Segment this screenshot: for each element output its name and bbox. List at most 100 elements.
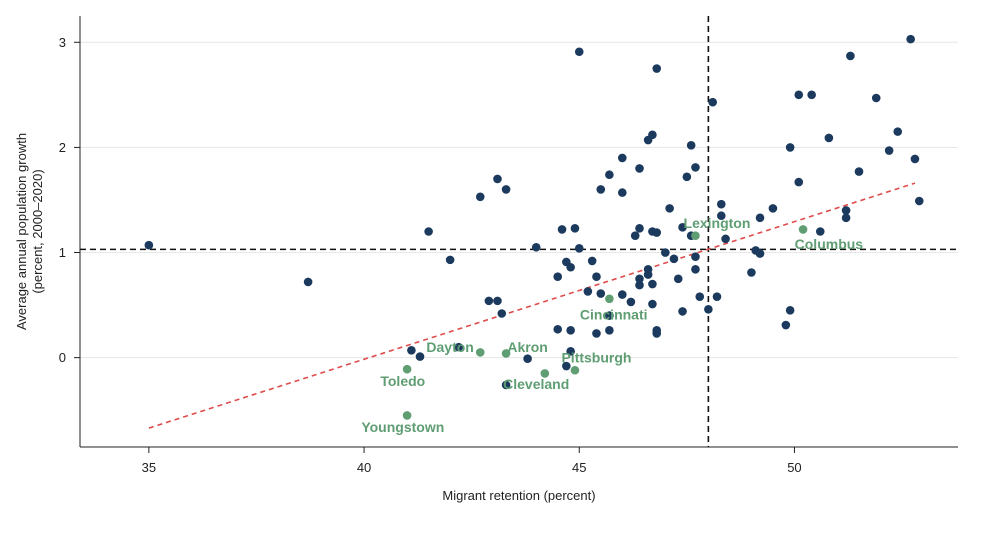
data-point	[691, 163, 700, 172]
point-label: Toledo	[380, 373, 425, 389]
trend-line	[148, 182, 916, 429]
data-point	[652, 228, 662, 237]
data-point	[673, 274, 683, 284]
point-label: Cincinnati	[580, 307, 648, 323]
highlighted-point	[475, 348, 485, 357]
highlighted-point	[570, 365, 580, 375]
point-label: Pittsburgh	[561, 350, 631, 366]
point-label: Akron	[507, 339, 547, 355]
data-point	[716, 199, 726, 209]
data-point	[716, 211, 726, 221]
data-point	[566, 262, 575, 272]
data-point	[424, 227, 433, 236]
y-tick-label: 1	[59, 245, 66, 260]
point-label: Youngstown	[361, 419, 444, 435]
data-point	[566, 347, 575, 356]
y-tick-label: 3	[59, 35, 66, 50]
data-point	[708, 97, 717, 107]
data-point	[475, 192, 485, 202]
data-point	[648, 299, 657, 309]
x-axis-label: Migrant retention (percent)	[442, 488, 595, 503]
data-point	[794, 177, 804, 187]
data-point	[704, 304, 713, 314]
data-point	[587, 256, 597, 266]
data-point	[144, 240, 154, 250]
data-point	[617, 188, 627, 197]
highlighted-points	[402, 225, 808, 420]
highlighted-point	[402, 364, 412, 374]
data-point	[712, 292, 722, 301]
x-tick-label: 40	[357, 460, 371, 475]
data-point	[562, 361, 571, 371]
data-point	[906, 34, 915, 44]
point-label: Dayton	[426, 339, 473, 355]
data-point	[635, 224, 644, 233]
data-point	[501, 380, 511, 390]
data-point	[605, 326, 614, 335]
data-point	[501, 185, 511, 194]
data-point	[794, 90, 804, 100]
x-tick-label: 50	[787, 460, 801, 475]
data-point	[824, 133, 834, 143]
axes	[79, 16, 958, 448]
data-point	[596, 185, 606, 194]
data-point	[914, 196, 924, 206]
x-axis-ticks: 35 40 45 50	[142, 447, 802, 475]
data-point	[617, 290, 627, 299]
y-axis-label: Average annual population growth	[14, 133, 29, 330]
data-point	[807, 90, 816, 100]
data-point	[785, 306, 795, 315]
highlighted-point	[540, 369, 550, 378]
point-label: Cleveland	[503, 376, 569, 392]
point-label: Columbus	[795, 236, 864, 252]
gridlines	[80, 41, 958, 359]
data-point	[523, 354, 532, 363]
highlighted-point	[691, 231, 700, 241]
data-point	[661, 248, 670, 257]
data-point	[574, 244, 584, 253]
reference-lines	[80, 16, 958, 447]
y-tick-label: 0	[59, 350, 66, 365]
data-point	[841, 206, 851, 215]
data-point	[846, 51, 855, 61]
data-point	[596, 289, 606, 298]
data-point	[815, 227, 825, 236]
data-point	[884, 146, 894, 155]
data-point	[854, 167, 864, 176]
data-point	[303, 277, 313, 287]
data-point	[635, 274, 644, 284]
data-point	[445, 255, 455, 265]
data-point	[691, 252, 700, 262]
data-point	[454, 342, 464, 352]
y-axis-sublabel: (percent, 2000–2020)	[30, 169, 45, 293]
data-point	[721, 234, 730, 244]
data-point	[747, 268, 756, 277]
data-point	[678, 307, 687, 316]
data-point	[553, 272, 563, 282]
highlighted-point	[501, 349, 511, 358]
data-point	[669, 254, 679, 264]
data-point	[893, 127, 903, 136]
data-point	[665, 204, 674, 213]
data-point	[686, 141, 696, 150]
point-labels: Youngstown Toledo Dayton Akron Cleveland Pitt…	[361, 215, 863, 435]
data-point	[574, 47, 584, 57]
data-point	[493, 296, 502, 306]
x-tick-label: 35	[142, 460, 156, 475]
data-point	[570, 224, 580, 233]
data-point	[682, 172, 692, 182]
data-point	[626, 297, 636, 307]
data-point	[691, 265, 700, 274]
data-point	[484, 296, 494, 306]
y-axis-ticks: 0 1 2 3	[59, 35, 80, 365]
data-point	[566, 326, 575, 335]
data-point	[605, 170, 614, 180]
data-point	[648, 130, 657, 140]
point-label: Lexington	[684, 215, 751, 231]
data-point	[841, 213, 851, 223]
data-point	[605, 311, 614, 320]
data-point	[415, 352, 425, 361]
data-point	[583, 287, 593, 296]
highlighted-point	[798, 225, 808, 234]
